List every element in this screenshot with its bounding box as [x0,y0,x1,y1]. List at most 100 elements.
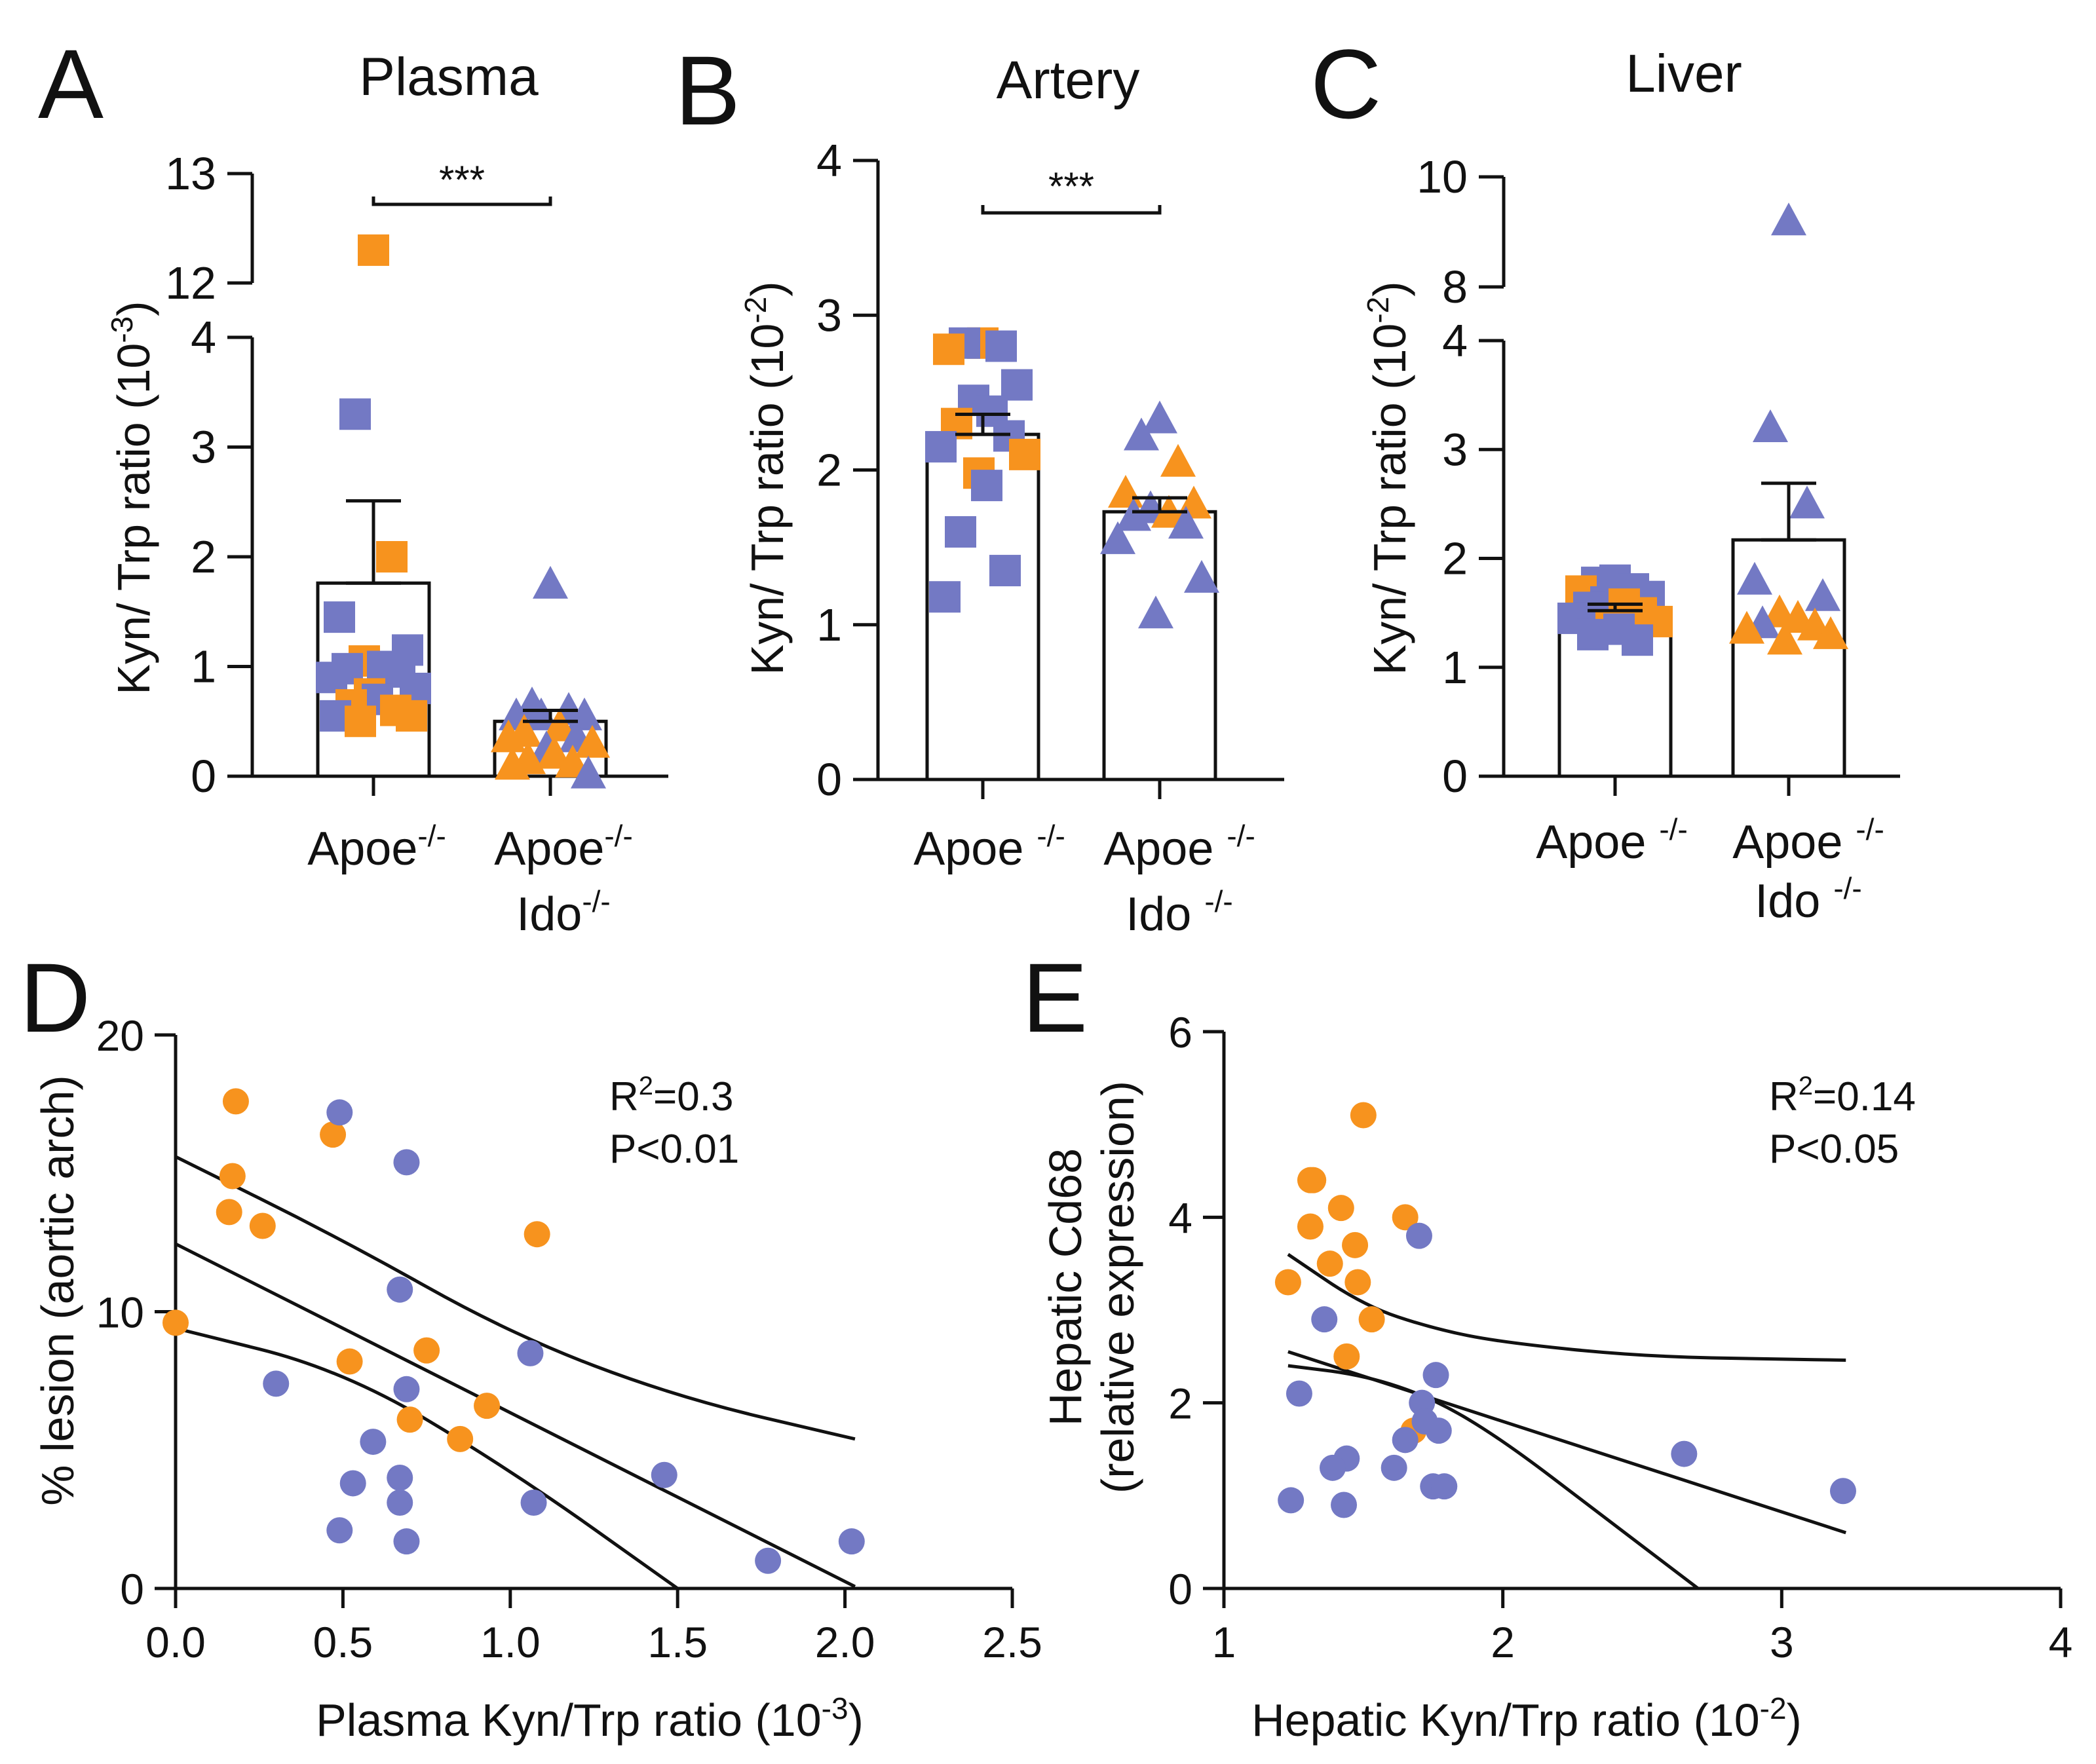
panel-d-data-point [413,1337,440,1364]
panel-b-y-tick-label: 0 [816,754,842,805]
panel-a-data-point [575,724,610,758]
panel-e-data-point [1392,1427,1419,1454]
panel-d-data-point [447,1425,474,1452]
panel-a-y-tick-label: 1 [191,641,216,692]
panel-d-data-point [222,1088,249,1115]
panel-c-letter: C [1310,29,1381,139]
panel-a-data-point [495,747,530,780]
panel-d-data-point [336,1348,363,1375]
panel-d-x-tick-label: 1.5 [647,1618,708,1666]
panel-b-data-point [1168,506,1204,539]
panel-c-data-point [1577,618,1609,650]
panel-e-data-point [1671,1440,1698,1467]
panel-b-data-point [989,555,1021,587]
panel-e-p-value: P<0.05 [1769,1127,1899,1172]
panel-e-data-point [1300,1167,1327,1193]
panel-c-data-point [1767,622,1802,655]
panel-b-x-label-2: Apoe -/- [1103,819,1255,875]
panel-d-ci-upper [174,1155,856,1441]
panel-c-x-label-1: Apoe -/- [1536,812,1688,869]
panel-b-x-label-2b: Ido -/- [1126,884,1233,941]
panel-e-data-point [1320,1454,1346,1481]
panel-d-x-tick-label: 1.0 [480,1618,541,1666]
panel-b-data-point [925,431,957,463]
panel-c-y-tick-label: 4 [1442,315,1468,366]
panel-d-points [162,1088,865,1574]
panel-d-data-point [393,1149,420,1176]
panel-e-data-point [1342,1231,1369,1258]
panel-a-y-tick-label: 0 [191,751,216,802]
panel-d-letter: D [20,943,90,1053]
panel-d-y-tick-label: 20 [96,1011,144,1060]
panel-c-data-point [1737,561,1772,595]
panel-b-bar [1102,510,1217,781]
panel-e-data-point [1431,1473,1458,1500]
panel-d-x-label: Plasma Kyn/Trp ratio (10-3) [316,1691,864,1746]
panel-b-y-tick-labels: 0 1 2 3 4 [816,135,842,805]
panel-e-data-point [1274,1269,1301,1296]
panel-e-data-point [1344,1269,1371,1296]
panel-d-tick-labels: 0.0 0.5 1.0 1.5 2.0 2.5 0 10 20 [96,1011,1042,1666]
panel-b-title: Artery [997,50,1140,110]
panel-c-data-point [1789,485,1825,519]
panel-a-letter: A [38,29,104,139]
panel-d-p-value: P<0.01 [609,1127,739,1172]
panel-c-y-tick-label: 8 [1442,261,1468,312]
panel-b-y-tick-label: 1 [816,599,842,650]
panel-b-data-point [1142,400,1177,434]
panel-a-significance: *** [372,158,552,206]
panel-a-y-tick-label: 4 [191,312,216,363]
panel-a: A Plasma Kyn/ Trp ratio (10-3) 012341213… [38,29,668,941]
panel-a-data-point [537,736,572,769]
panel-e-data-point [1829,1478,1856,1505]
panel-a-data-point [396,700,427,732]
panel-d-y-tick-label: 10 [96,1288,144,1337]
panel-a-data-point [324,601,355,633]
panel-e-data-point [1425,1417,1452,1444]
panel-d-data-point [393,1376,420,1402]
panel-d-data-point [360,1429,387,1455]
panel-c-y-tick-label: 1 [1442,642,1468,693]
panel-e-x-tick-label: 1 [1212,1618,1236,1666]
panel-d-x-tick-label: 0.0 [145,1618,206,1666]
panel-e-data-point [1278,1487,1305,1514]
panel-d-data-point [387,1276,413,1303]
panel-e: E Hepatic Cd68 (relative expression) Hep… [1022,943,2072,1746]
panel-e-data-point [1405,1222,1432,1249]
panel-b-significance: *** [981,164,1162,215]
panel-d-data-point [326,1099,353,1126]
panel-d-data-point [326,1517,353,1544]
panel-c-x-label-2b: Ido -/- [1755,871,1862,928]
panel-a-error-bars [346,499,578,723]
panel-a-y-tick-label: 13 [165,148,216,199]
panel-a-y-tick-label: 12 [165,257,216,309]
panel-a-significance-bracket [372,197,552,206]
panel-e-ci-lower [1287,1364,1700,1590]
panel-d-data-point [393,1528,420,1555]
panel-b-data-point [985,330,1017,362]
panel-c-data-point [1813,616,1848,649]
panel-b-data-point [1176,485,1211,519]
panel-e-axes [1203,1030,2063,1608]
panel-e-x-label: Hepatic Kyn/Trp ratio (10-2) [1251,1691,1802,1746]
panel-d-data-point [524,1221,550,1248]
panel-e-data-point [1327,1195,1354,1222]
panel-e-tick-labels: 1 2 3 4 0 2 4 6 [1168,1008,2072,1666]
panel-a-y-tick-label: 2 [191,531,216,582]
panel-a-data-point [542,708,577,741]
panel-e-data-point [1333,1343,1360,1370]
panel-a-data-point [571,755,606,789]
panel-c-data-point [1753,409,1788,442]
panel-e-data-point [1381,1454,1407,1481]
panel-d-r2: R2=0.3 [609,1072,733,1119]
panel-c-y-label: Kyn/ Trp ratio (10-2) [1361,281,1415,675]
panel-a-data-point [316,662,347,694]
panel-d-data-point [517,1340,544,1366]
panel-b-y-tick-label: 3 [816,290,842,341]
panel-d-data-point [387,1465,413,1491]
panel-e-data-point [1392,1204,1419,1231]
panel-d-x-tick-label: 0.5 [313,1618,373,1666]
panel-c: C Liver Kyn/ Trp ratio (10-2) 0 1 2 3 48 10 A… [1310,29,1900,928]
panel-d-fit-lines [174,1155,856,1590]
